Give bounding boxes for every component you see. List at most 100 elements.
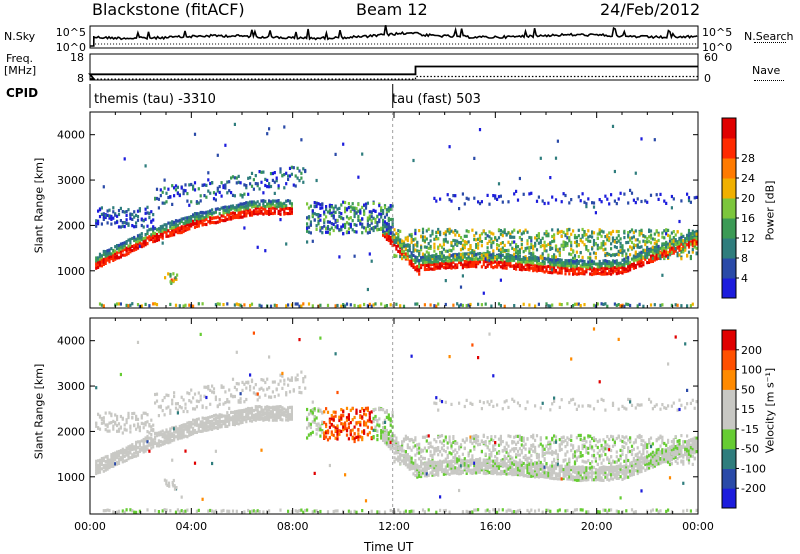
data-cell [175, 277, 178, 281]
data-cell [239, 411, 242, 415]
data-cell [454, 263, 457, 267]
data-cell [572, 269, 575, 274]
data-cell [260, 180, 263, 184]
data-cell [461, 238, 464, 242]
data-cell [568, 259, 571, 263]
data-cell [456, 460, 459, 464]
data-cell [176, 432, 179, 436]
data-cell [665, 251, 668, 255]
data-cell [469, 435, 472, 439]
data-cell [108, 508, 111, 513]
data-cell [382, 438, 385, 442]
data-cell [524, 246, 527, 251]
data-cell [465, 438, 468, 442]
data-cell [376, 434, 379, 438]
data-cell [378, 227, 381, 231]
data-cell [237, 400, 240, 404]
data-cell [104, 259, 107, 263]
data-cell [201, 218, 204, 222]
data-cell [142, 244, 145, 248]
data-cell [478, 255, 482, 259]
data-cell [610, 264, 613, 268]
data-cell [97, 412, 100, 416]
data-cell [235, 421, 238, 425]
data-cell [112, 419, 115, 423]
data-cell [368, 217, 371, 221]
data-cell [551, 258, 554, 262]
data-cell [423, 474, 426, 478]
data-cell [444, 239, 447, 243]
data-cell [676, 230, 679, 234]
data-cell [184, 406, 187, 410]
data-cell [247, 409, 250, 413]
data-cell [347, 509, 350, 513]
data-cell [410, 253, 413, 257]
data-cell [530, 245, 533, 250]
data-cell [273, 395, 276, 399]
data-cell [475, 243, 478, 247]
data-cell [397, 233, 400, 237]
data-cell [218, 415, 221, 419]
data-cell [537, 234, 540, 238]
data-cell [214, 216, 217, 220]
data-cell [254, 206, 257, 210]
data-cell [389, 445, 392, 449]
data-cell [418, 272, 421, 276]
data-cell [275, 205, 278, 209]
data-cell [577, 270, 580, 274]
data-cell [237, 208, 240, 212]
data-cell [554, 263, 558, 267]
data-cell [579, 239, 582, 243]
data-cell [566, 228, 569, 232]
data-cell [461, 252, 464, 256]
data-cell [345, 215, 349, 219]
data-cell [528, 258, 531, 262]
data-cell [420, 448, 423, 452]
data-cell [205, 416, 208, 420]
data-cell [503, 464, 506, 468]
data-cell [184, 402, 187, 406]
noise-left-tick-label: 10^5 [56, 26, 86, 39]
data-cell [174, 188, 178, 192]
data-cell [239, 207, 242, 212]
data-cell [627, 248, 630, 252]
data-cell [549, 304, 552, 308]
data-cell [275, 201, 278, 205]
data-cell [243, 382, 246, 386]
data-cell [433, 466, 436, 470]
data-cell [423, 265, 426, 269]
data-cell [553, 263, 556, 267]
data-cell [497, 466, 501, 470]
data-cell [562, 245, 565, 250]
data-cell [283, 186, 286, 190]
data-cell [264, 393, 267, 397]
data-cell [269, 304, 273, 308]
data-cell [528, 255, 531, 260]
data-cell [279, 207, 282, 211]
data-cell [266, 204, 269, 208]
data-cell [290, 376, 293, 380]
data-cell [174, 222, 178, 226]
data-cell [503, 260, 506, 264]
data-cell [184, 423, 187, 427]
data-cell [344, 304, 347, 308]
data-cell [494, 464, 497, 468]
data-cell [442, 254, 445, 258]
data-cell [224, 216, 227, 220]
data-cell [203, 194, 206, 198]
data-cell [431, 267, 434, 271]
data-cell [338, 211, 341, 215]
data-cell [102, 464, 105, 468]
data-cell [490, 304, 493, 308]
data-cell [218, 216, 221, 220]
data-cell [97, 463, 100, 467]
data-cell [306, 240, 309, 244]
data-cell [399, 461, 402, 465]
data-cell [230, 393, 233, 397]
data-cell [243, 192, 246, 196]
data-cell [190, 432, 193, 436]
data-cell [632, 256, 635, 260]
data-cell [165, 200, 168, 204]
data-cell [421, 471, 425, 475]
data-cell [473, 459, 476, 463]
